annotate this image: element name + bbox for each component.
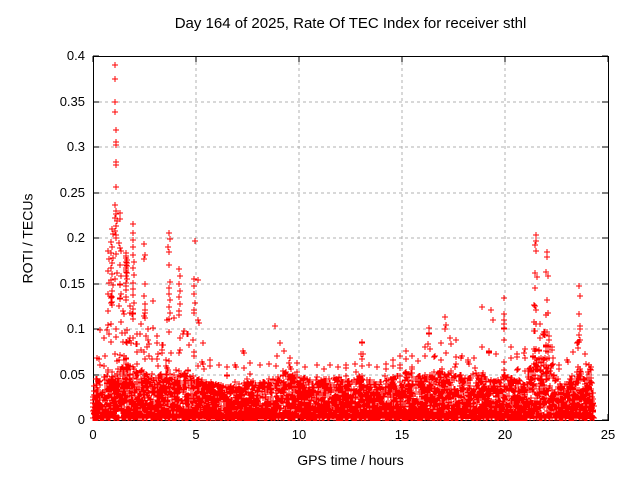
x-axis-label: GPS time / hours: [297, 452, 404, 468]
y-tick-label: 0.4: [66, 48, 85, 63]
y-tick-label: 0.1: [66, 321, 85, 336]
y-tick-label: 0.35: [59, 93, 85, 109]
x-tick-label: 0: [89, 427, 97, 442]
x-tick-label: 15: [394, 427, 410, 442]
y-tick-label: 0: [77, 412, 85, 427]
x-tick-label: 5: [192, 427, 200, 442]
chart-title: Day 164 of 2025, Rate Of TEC Index for r…: [174, 15, 527, 32]
grid-lines: [93, 56, 608, 420]
y-tick-label: 0.3: [66, 139, 85, 154]
x-tick-label: 25: [600, 427, 616, 442]
y-tick-label: 0.25: [59, 184, 85, 200]
y-tick-label: 0.15: [59, 275, 85, 291]
scatter-points: [90, 62, 597, 421]
y-tick-label: 0.2: [66, 230, 85, 245]
x-tick-label: 10: [291, 427, 307, 442]
x-tick-label: 20: [497, 427, 513, 442]
y-tick-label: 0.05: [59, 366, 85, 382]
